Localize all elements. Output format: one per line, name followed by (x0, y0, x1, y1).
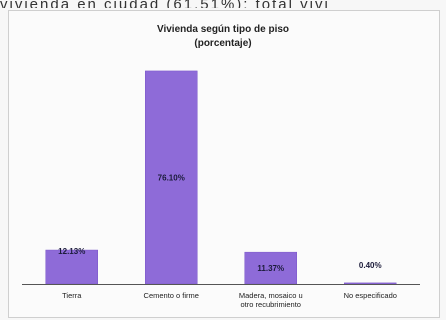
category-label-0: Tierra (62, 291, 82, 300)
data-label-1: 76.10% (158, 173, 185, 182)
bars-layer (45, 70, 397, 285)
bar-0 (45, 249, 98, 285)
category-label-1: Cemento o firme (144, 291, 199, 300)
category-label-3: No especificado (344, 291, 397, 300)
data-label-0: 12.13% (58, 247, 85, 256)
category-label-2-line-1: otro recubrimiento (241, 300, 301, 309)
data-label-2: 11.37% (257, 264, 284, 273)
chart-title: Vivienda según tipo de piso (157, 24, 289, 35)
labels-layer: 12.13% Tierra 76.10% Cemento o firme 11.37% M… (58, 173, 397, 309)
document-caption-fragment: vivienda en ciudad (61.51%); total vivi (0, 0, 446, 8)
category-label-2-line-0: Madera, mosaico u (239, 291, 303, 300)
bar-3 (344, 282, 397, 285)
bar-1 (145, 70, 198, 285)
chart-subtitle: (porcentaje) (194, 38, 251, 49)
data-label-3: 0.40% (359, 261, 382, 270)
